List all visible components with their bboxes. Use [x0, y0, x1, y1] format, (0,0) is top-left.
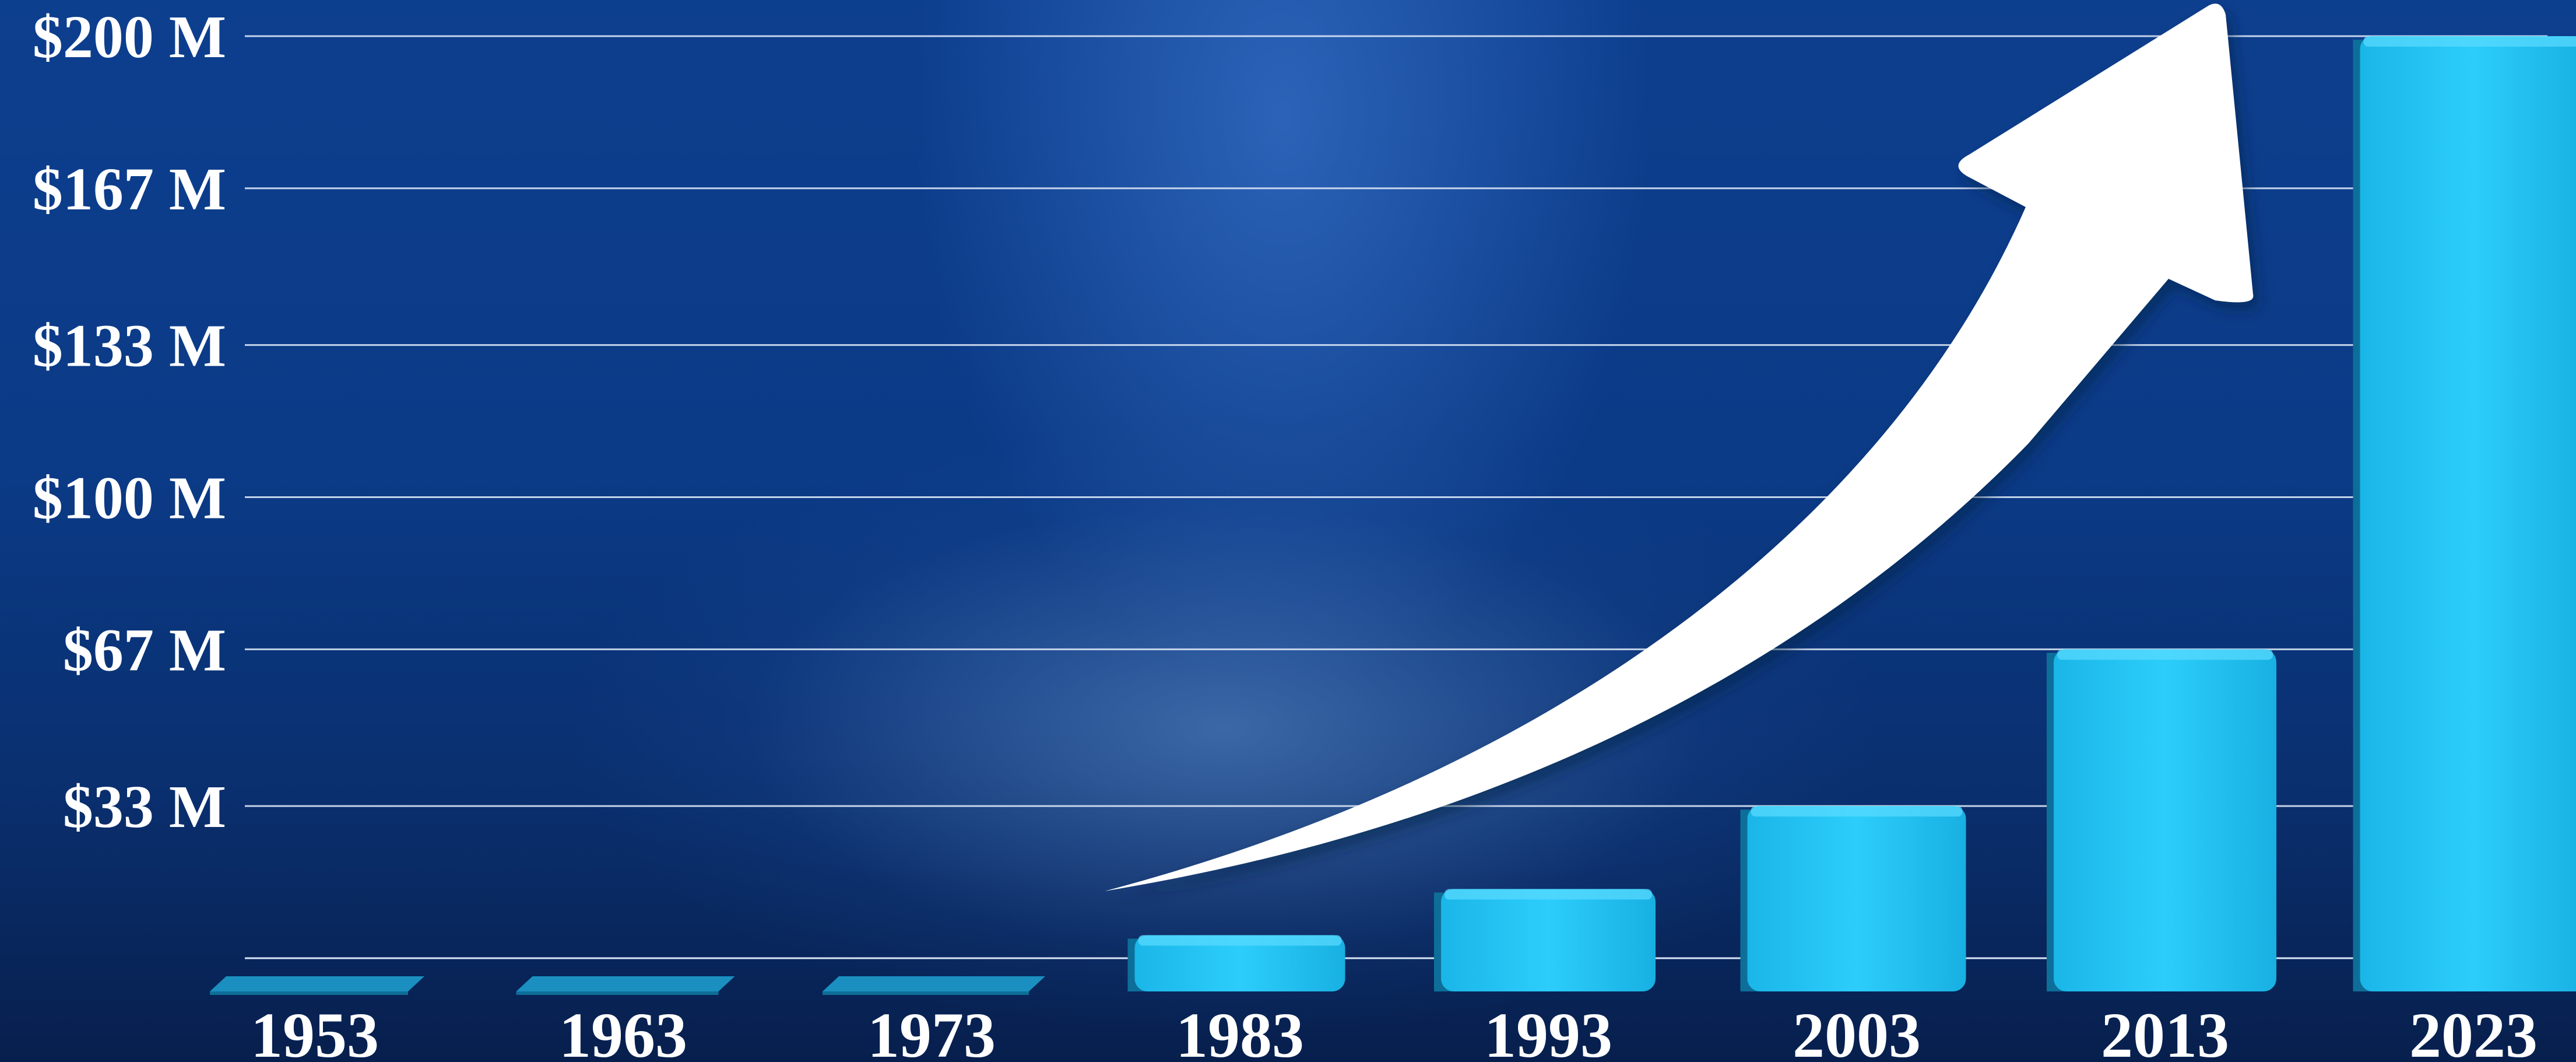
bar-top	[1445, 889, 1652, 900]
x-tick-label: 1973	[867, 1000, 996, 1062]
x-axis-tick-labels: 1953 1963 1973 1983 1993 2003 2013 2023	[251, 1000, 2538, 1062]
bar-flat-edge	[823, 991, 1029, 995]
bar-front	[2360, 36, 2576, 991]
x-tick-label: 1963	[559, 1000, 687, 1062]
x-tick-label: 1993	[1484, 1000, 1612, 1062]
bar-top	[1138, 935, 1342, 946]
bar-1983	[1127, 935, 1345, 991]
bar-front	[2054, 649, 2276, 991]
gridlines	[245, 35, 2547, 959]
bar-flat	[516, 976, 735, 991]
y-tick-label: $133 M	[33, 313, 226, 380]
y-tick-label: $67 M	[63, 616, 226, 684]
bar-front	[1747, 806, 1966, 991]
x-tick-label: 1953	[251, 1000, 379, 1062]
x-tick-label: 2023	[2409, 1000, 2538, 1062]
bar-1953	[210, 976, 424, 995]
bar-1963	[516, 976, 735, 995]
y-axis-tick-labels: $33 M $67 M $100 M $133 M $167 M $200 M	[33, 3, 226, 840]
bar-top	[1751, 806, 1963, 817]
bar-1993	[1434, 889, 1656, 991]
bar-top	[2363, 36, 2576, 47]
y-tick-label: $100 M	[33, 465, 226, 532]
bar-flat-edge	[516, 991, 719, 995]
bar-2003	[1740, 806, 1966, 991]
x-tick-label: 1983	[1176, 1000, 1304, 1062]
bar-front	[1134, 935, 1345, 991]
upward-arrow-icon	[1105, 3, 2254, 891]
y-tick-label: $167 M	[33, 156, 226, 223]
y-tick-label: $200 M	[33, 3, 226, 71]
bar-2023	[2353, 36, 2576, 991]
bar-top	[2057, 649, 2273, 660]
bars	[210, 36, 2576, 995]
bar-flat	[823, 976, 1045, 991]
bar-1973	[823, 976, 1045, 995]
bar-2013	[2047, 649, 2276, 991]
bar-flat-edge	[210, 991, 408, 995]
y-tick-label: $33 M	[63, 773, 226, 840]
bar-front	[1441, 889, 1656, 991]
bar-flat	[210, 976, 424, 991]
x-tick-label: 2013	[2101, 1000, 2229, 1062]
x-tick-label: 2003	[1793, 1000, 1921, 1062]
